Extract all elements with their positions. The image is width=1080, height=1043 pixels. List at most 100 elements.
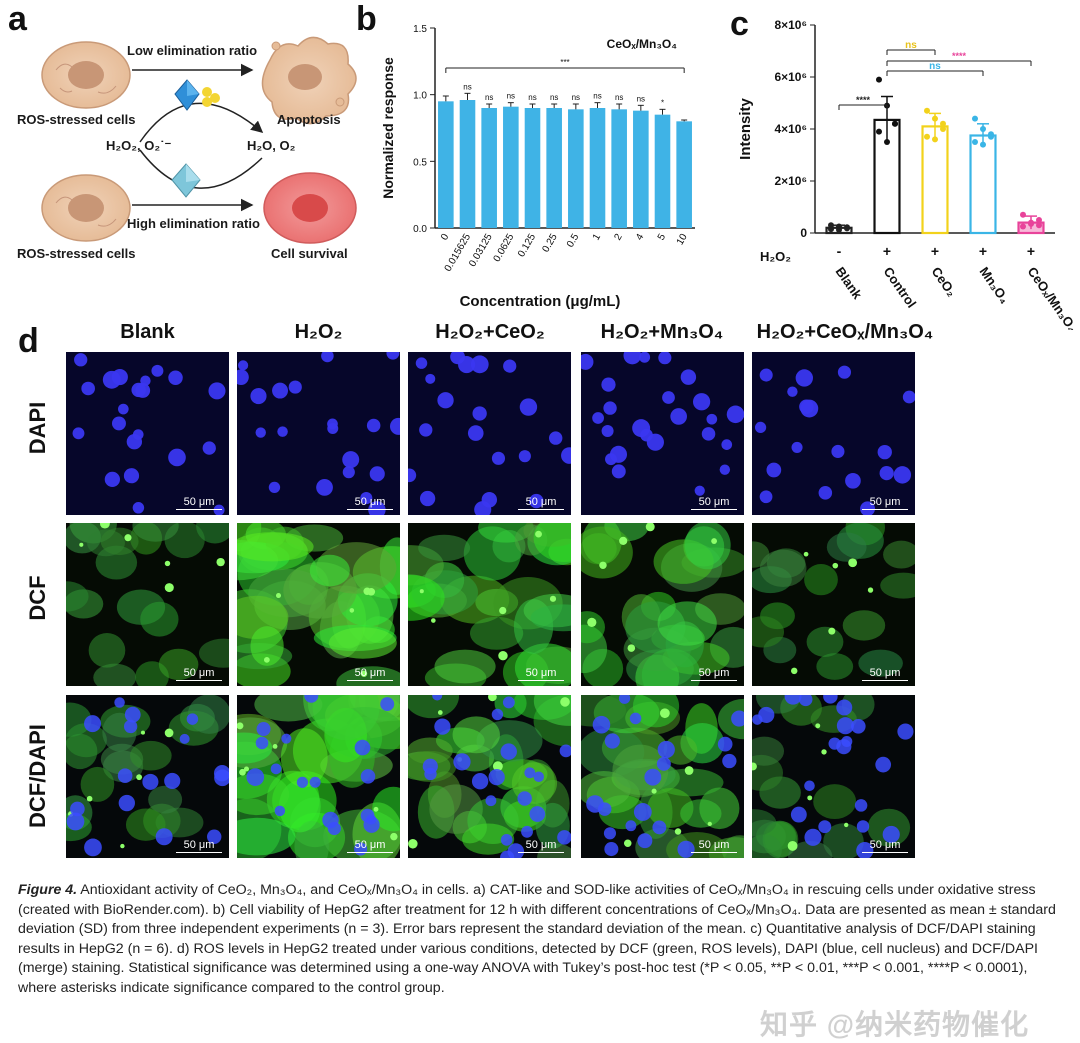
dcf-signal-blob bbox=[250, 626, 284, 666]
dapi-nucleus bbox=[694, 485, 705, 496]
dcf-signal-blob bbox=[237, 595, 289, 639]
dcf-bright-spot bbox=[263, 656, 270, 663]
dcf-bright-spot bbox=[787, 840, 798, 851]
dcf-bright-spot bbox=[844, 822, 849, 828]
dapi-nucleus bbox=[581, 353, 594, 370]
dcf-bright-spot bbox=[79, 542, 84, 547]
dapi-nucleus bbox=[639, 352, 651, 363]
dapi-nucleus bbox=[81, 381, 95, 396]
x-tick-label-b: 5 bbox=[656, 232, 669, 243]
bar-significance-b: ns bbox=[507, 92, 515, 101]
dapi-nucleus bbox=[836, 717, 854, 735]
y-axis-label-b: Normalized response bbox=[380, 57, 396, 199]
data-point-c bbox=[892, 120, 898, 127]
col-head-blank: Blank bbox=[120, 321, 175, 343]
dapi-nucleus bbox=[559, 744, 571, 758]
micrograph-dapi-4: 50 μm bbox=[752, 352, 915, 515]
scale-bar-line bbox=[518, 852, 564, 853]
dapi-nucleus bbox=[601, 425, 614, 438]
dapi-nucleus bbox=[854, 799, 868, 812]
figure-caption: Figure 4. Antioxidant activity of CeO₂, … bbox=[18, 881, 1068, 999]
dcf-bright-spot bbox=[136, 774, 143, 781]
dcf-bright-spot bbox=[237, 722, 244, 730]
dcf-signal-blob bbox=[237, 817, 296, 856]
dcf-signal-blob bbox=[788, 841, 833, 858]
scale-bar-label: 50 μm bbox=[354, 496, 386, 508]
dapi-nucleus bbox=[117, 768, 133, 784]
data-point-c bbox=[844, 224, 850, 231]
dcf-signal-blob bbox=[148, 785, 183, 814]
dcf-bright-spot bbox=[488, 695, 497, 702]
dapi-nucleus bbox=[155, 828, 173, 846]
dapi-nucleus bbox=[66, 812, 85, 831]
data-point-c bbox=[876, 128, 882, 135]
dapi-nucleus bbox=[592, 715, 611, 734]
dcf-signal-blob bbox=[187, 695, 229, 734]
dapi-nucleus bbox=[207, 829, 222, 844]
bar-b bbox=[589, 108, 606, 228]
dapi-nucleus bbox=[474, 501, 492, 515]
dcf-signal-blob bbox=[880, 572, 915, 599]
dcf-signal-blob bbox=[752, 834, 783, 858]
dapi-nucleus bbox=[787, 386, 798, 397]
dapi-nucleus bbox=[517, 791, 532, 806]
scale-bar-line bbox=[691, 852, 737, 853]
dcf-signal-blob bbox=[842, 610, 886, 641]
data-point-c bbox=[924, 133, 930, 140]
dapi-nucleus bbox=[618, 695, 631, 704]
dapi-nucleus bbox=[322, 811, 339, 829]
dcf-signal-blob bbox=[309, 554, 350, 587]
dcf-signal-blob bbox=[759, 549, 807, 588]
dapi-nucleus bbox=[837, 365, 852, 379]
dapi-nucleus bbox=[856, 820, 870, 833]
col-head-h2o2: H₂O₂ bbox=[294, 321, 343, 343]
x-tick-label-c: Control bbox=[881, 264, 920, 310]
dcf-bright-spot bbox=[848, 558, 858, 568]
micrograph-dapi-2: 50 μm bbox=[408, 352, 571, 515]
h2o2-sign-c: + bbox=[883, 243, 891, 259]
scale-bar-label: 50 μm bbox=[354, 839, 386, 851]
dapi-nucleus bbox=[766, 462, 782, 478]
dapi-nucleus bbox=[670, 408, 687, 425]
dapi-nucleus bbox=[277, 426, 288, 437]
col-head-ceo2: H₂O₂+CeO₂ bbox=[435, 321, 545, 343]
dapi-nucleus bbox=[208, 382, 226, 400]
cell-survival-label: Cell survival bbox=[271, 246, 348, 261]
data-point-c bbox=[940, 126, 946, 132]
dapi-nucleus bbox=[633, 803, 652, 821]
dcf-bright-spot bbox=[140, 730, 145, 735]
dapi-nucleus bbox=[366, 418, 381, 433]
dapi-nucleus bbox=[836, 699, 853, 716]
bar-significance-b: ns bbox=[485, 93, 493, 102]
comparison-label-c: ns bbox=[929, 61, 941, 72]
dapi-nucleus bbox=[845, 472, 861, 489]
dapi-nucleus bbox=[360, 492, 373, 505]
dcf-bright-spot bbox=[349, 608, 355, 613]
dcf-bright-spot bbox=[275, 593, 282, 599]
dapi-nucleus bbox=[491, 451, 506, 465]
micrograph-dcf-dapi-3: 50 μm bbox=[581, 695, 744, 858]
dapi-nucleus bbox=[897, 723, 914, 740]
dapi-nucleus bbox=[281, 733, 292, 744]
stressed-cell-top-icon bbox=[41, 41, 131, 109]
dapi-nucleus bbox=[237, 369, 249, 386]
data-point-c bbox=[980, 141, 986, 148]
dapi-nucleus bbox=[597, 802, 612, 816]
scale-bar-label: 50 μm bbox=[354, 667, 386, 679]
dcf-bright-spot bbox=[707, 821, 712, 827]
bar-significance-b: ns bbox=[593, 92, 601, 101]
dapi-nucleus bbox=[644, 768, 662, 786]
dapi-nucleus bbox=[604, 733, 620, 749]
dcf-signal-blob bbox=[418, 534, 471, 562]
bar-c bbox=[921, 125, 949, 235]
dapi-nucleus bbox=[823, 695, 838, 704]
dapi-nucleus bbox=[471, 773, 489, 790]
dcf-bright-spot bbox=[499, 606, 507, 615]
bar-b bbox=[459, 100, 476, 228]
dapi-nucleus bbox=[529, 493, 544, 509]
h2o2-sign-c: + bbox=[1027, 243, 1035, 259]
dcf-bright-spot bbox=[124, 534, 132, 542]
dapi-nucleus bbox=[238, 360, 249, 371]
dcf-bright-spot bbox=[651, 788, 657, 794]
y-tick-label-c: 0 bbox=[800, 226, 807, 240]
